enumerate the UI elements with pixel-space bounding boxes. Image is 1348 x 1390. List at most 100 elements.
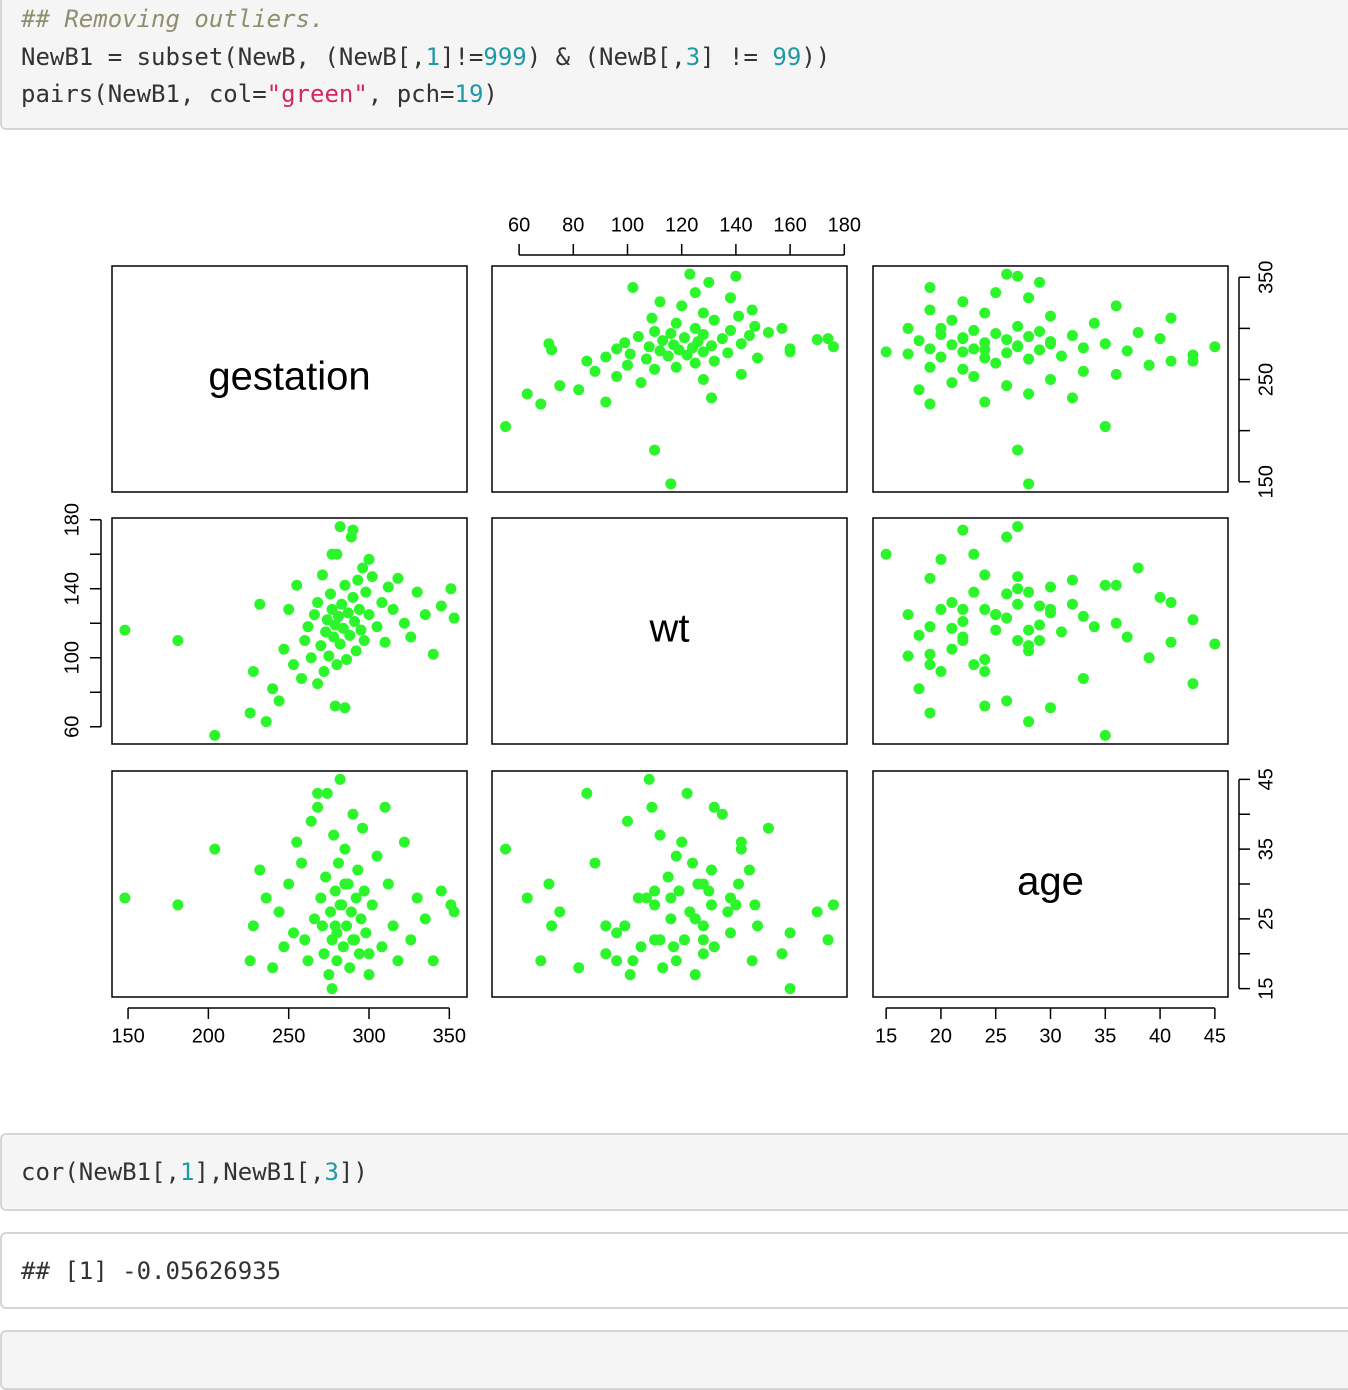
x-tick-label: 100: [611, 214, 644, 236]
point: [913, 683, 925, 695]
point: [724, 927, 736, 939]
point: [355, 624, 367, 636]
point: [924, 659, 936, 671]
point: [1045, 702, 1056, 714]
point: [411, 892, 423, 904]
point: [363, 553, 375, 565]
point: [254, 598, 266, 610]
point: [1012, 444, 1024, 456]
point: [670, 955, 682, 967]
point: [724, 292, 736, 304]
output-text: ## [1] -0.05626935: [21, 1257, 282, 1285]
code-token: ]!=: [440, 42, 484, 71]
point: [979, 603, 991, 615]
point: [706, 340, 718, 352]
point: [1023, 331, 1035, 343]
point: [746, 955, 758, 967]
point: [316, 569, 328, 581]
point: [957, 346, 969, 358]
point: [172, 899, 184, 911]
point: [543, 338, 555, 350]
point: [703, 276, 715, 288]
point: [324, 906, 336, 918]
point: [339, 843, 351, 855]
x-tick-label: 200: [192, 1025, 225, 1047]
point: [1045, 310, 1056, 322]
x-tick-label: 250: [272, 1025, 305, 1047]
y-tick-label: 100: [61, 641, 83, 674]
code-token: ],NewB1[,: [194, 1158, 325, 1186]
point: [405, 934, 417, 946]
point: [722, 906, 734, 918]
point: [935, 322, 947, 334]
point: [500, 421, 512, 433]
point: [328, 631, 340, 643]
point: [1110, 300, 1122, 312]
point: [323, 969, 335, 981]
point: [321, 787, 333, 799]
point: [1099, 421, 1111, 433]
point: [1187, 614, 1199, 626]
point: [684, 268, 696, 280]
point: [1034, 325, 1046, 337]
point: [762, 822, 774, 834]
code-token: ): [483, 80, 498, 108]
point: [573, 384, 585, 396]
point: [827, 341, 839, 353]
point: [1034, 634, 1046, 646]
point: [735, 338, 747, 350]
point: [288, 927, 300, 939]
point: [581, 787, 593, 799]
point: [1077, 610, 1089, 622]
point: [312, 597, 324, 609]
point: [902, 650, 914, 662]
point: [762, 326, 774, 338]
point: [329, 885, 341, 897]
point: [600, 920, 612, 932]
point: [990, 327, 1002, 339]
point: [946, 314, 958, 326]
panel-frame: [872, 770, 1229, 998]
point: [521, 892, 533, 904]
code-token: 99: [772, 42, 802, 71]
point: [624, 348, 636, 360]
point: [649, 363, 661, 375]
x-tick-label: 300: [352, 1025, 385, 1047]
point: [827, 899, 839, 911]
point: [635, 377, 647, 389]
point: [676, 300, 688, 312]
point: [924, 361, 936, 373]
point: [968, 370, 980, 382]
point: [326, 983, 338, 995]
point: [299, 634, 311, 646]
point: [347, 934, 359, 946]
point: [678, 332, 690, 344]
code-token: ## Removing outliers.: [21, 5, 325, 33]
point: [291, 836, 303, 848]
point: [350, 892, 362, 904]
point: [743, 330, 755, 342]
code-token: 1: [179, 1158, 195, 1186]
point: [1154, 333, 1166, 345]
point: [743, 864, 755, 876]
point: [247, 666, 259, 678]
point: [935, 666, 947, 678]
code-token: ) & (NewB[,: [526, 42, 686, 71]
point: [1187, 678, 1199, 690]
point: [1121, 631, 1133, 643]
point: [357, 562, 369, 574]
point: [347, 808, 359, 820]
point: [260, 892, 272, 904]
point: [244, 707, 256, 719]
point: [119, 624, 131, 636]
y-tick-label: 35: [1255, 838, 1277, 860]
point: [350, 645, 362, 657]
point: [784, 346, 796, 358]
point: [363, 969, 375, 981]
point: [341, 920, 353, 932]
point: [924, 343, 936, 355]
point: [735, 368, 747, 380]
point: [337, 941, 349, 953]
point: [627, 281, 639, 293]
point: [1209, 341, 1221, 353]
